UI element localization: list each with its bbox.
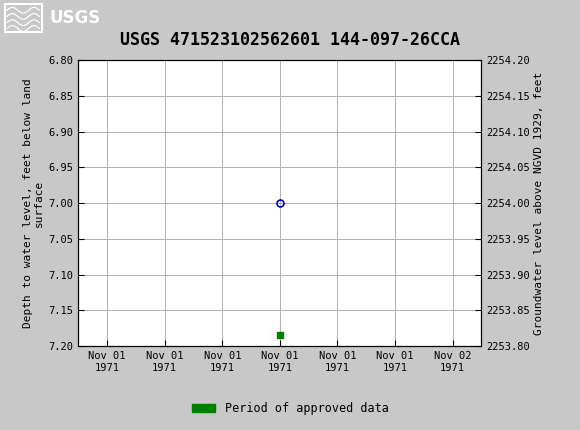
Legend: Period of approved data: Period of approved data [187, 397, 393, 420]
Text: USGS 471523102562601 144-097-26CCA: USGS 471523102562601 144-097-26CCA [120, 31, 460, 49]
Y-axis label: Groundwater level above NGVD 1929, feet: Groundwater level above NGVD 1929, feet [534, 71, 544, 335]
Bar [5, 4, 42, 32]
Text: USGS: USGS [49, 9, 100, 27]
Y-axis label: Depth to water level, feet below land
surface: Depth to water level, feet below land su… [23, 78, 44, 328]
